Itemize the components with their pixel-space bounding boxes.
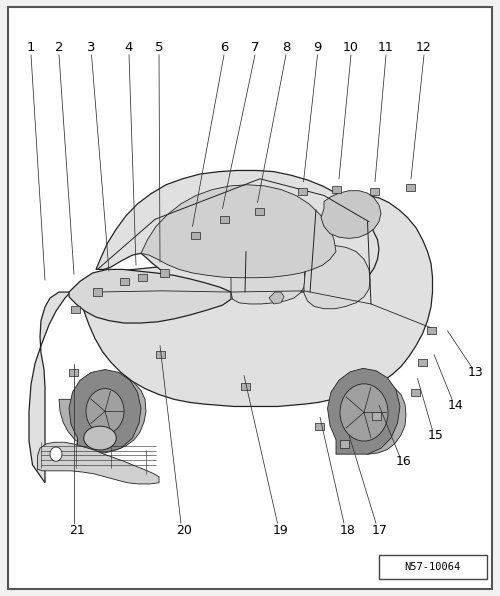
Bar [410,389,420,396]
Bar [372,412,380,420]
Polygon shape [304,246,370,309]
Bar [426,327,436,334]
Polygon shape [231,250,305,304]
Text: N57-10064: N57-10064 [404,563,461,572]
Text: 4: 4 [125,41,133,54]
Circle shape [86,389,124,434]
Bar [120,278,128,285]
Text: 18: 18 [340,524,355,537]
Text: 3: 3 [88,41,96,54]
Text: 16: 16 [396,455,412,468]
Circle shape [50,447,62,461]
Text: 21: 21 [70,524,86,537]
Polygon shape [96,170,379,292]
Polygon shape [29,195,432,483]
Polygon shape [141,185,336,278]
Bar [379,555,486,579]
Polygon shape [328,368,400,454]
Bar [314,423,324,430]
Polygon shape [269,292,284,304]
Bar [406,184,414,191]
Polygon shape [329,380,406,454]
Bar [93,288,102,296]
Bar [240,383,250,390]
Bar [254,208,264,215]
Bar [190,232,200,239]
Text: 8: 8 [282,41,290,54]
Polygon shape [69,370,141,453]
Text: 19: 19 [273,524,289,537]
Polygon shape [69,269,231,323]
Polygon shape [321,191,381,238]
Text: 9: 9 [314,41,322,54]
Text: 13: 13 [468,366,484,379]
Bar [220,216,228,223]
Text: 10: 10 [343,41,359,54]
Text: 2: 2 [55,41,63,54]
Bar [160,269,168,277]
Bar [298,188,307,195]
Text: 17: 17 [372,524,388,537]
Text: 5: 5 [155,41,163,54]
Bar [138,274,147,281]
Bar [332,186,340,193]
Text: 12: 12 [416,41,432,54]
Bar [370,188,378,195]
Text: 7: 7 [251,41,259,54]
Bar [340,440,349,448]
Text: 1: 1 [27,41,35,54]
Bar [70,306,80,313]
Polygon shape [59,374,146,452]
Text: 20: 20 [176,524,192,537]
Text: 14: 14 [448,399,464,412]
Bar [418,359,427,366]
Text: 15: 15 [428,429,444,442]
Text: 11: 11 [378,41,394,54]
Bar [70,369,78,376]
Bar [156,351,164,358]
Ellipse shape [84,426,116,450]
Polygon shape [38,442,159,484]
Text: 6: 6 [220,41,228,54]
Circle shape [340,384,388,441]
